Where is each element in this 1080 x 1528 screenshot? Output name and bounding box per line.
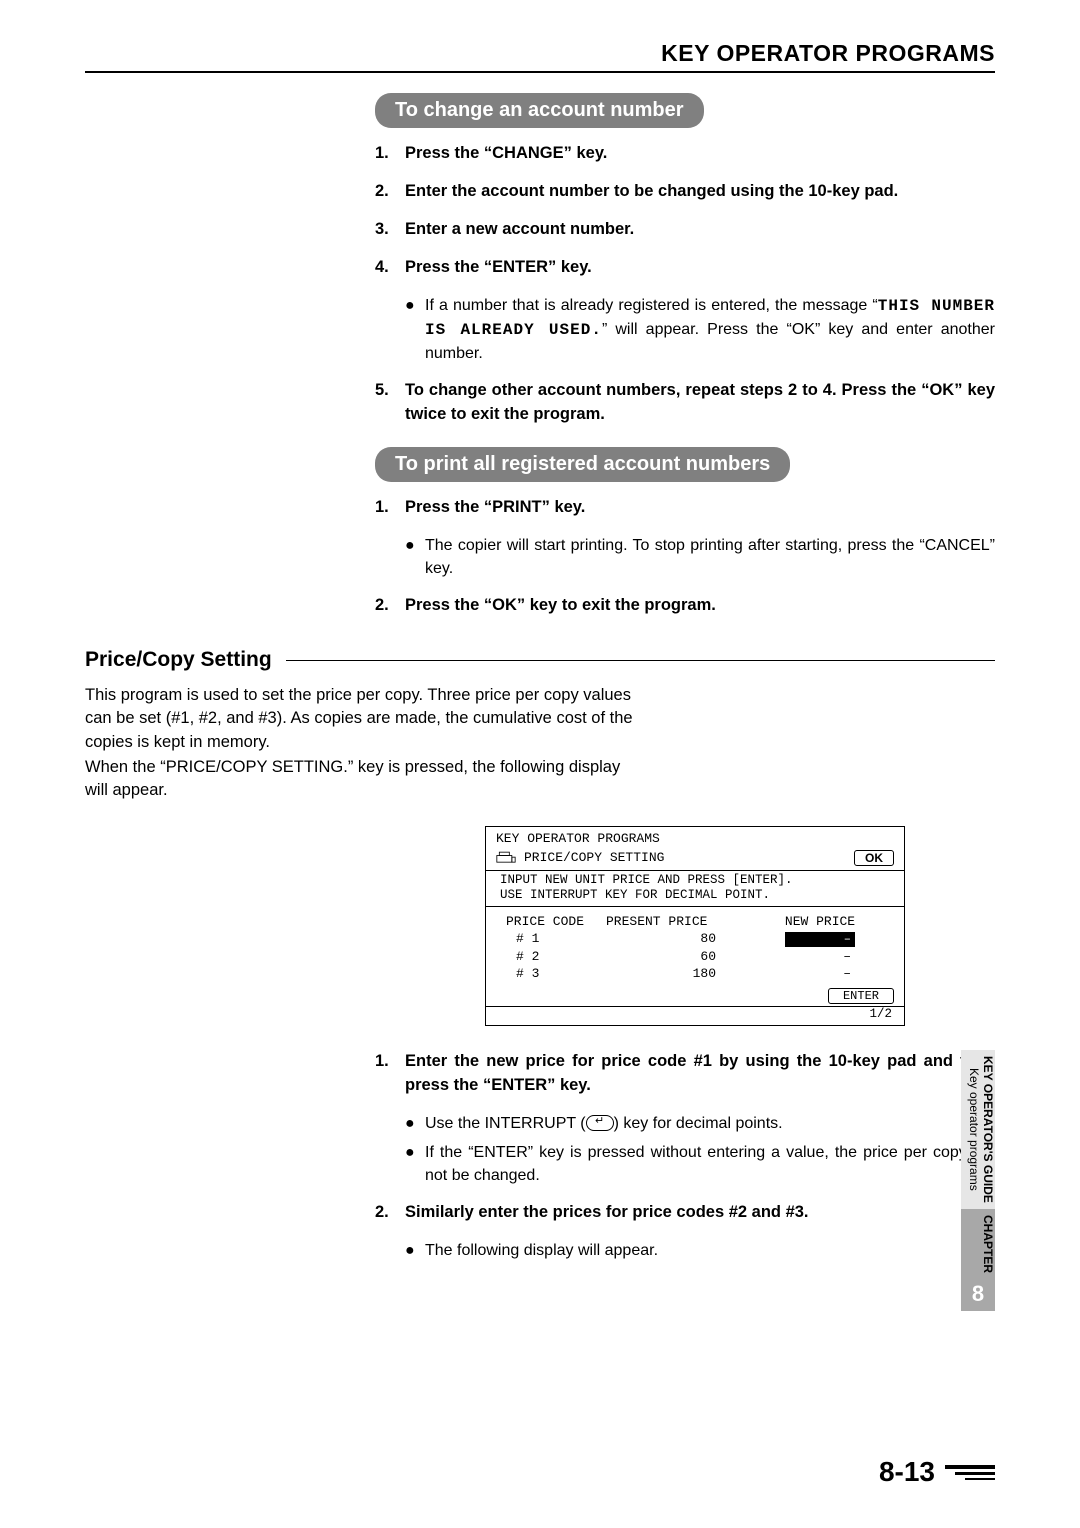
section-rule [286, 660, 995, 661]
bullet-text: The copier will start printing. To stop … [425, 534, 995, 580]
lcd-panel: KEY OPERATOR PROGRAMS PRICE/COPY SETTING… [485, 826, 905, 1026]
lcd-bottom-row: ENTER [486, 982, 904, 1006]
side-tab-segment: KEY OPERATOR'S GUIDE Key operator progra… [961, 1050, 995, 1209]
step-num: 1. [375, 142, 405, 166]
lcd-enter-button[interactable]: ENTER [828, 988, 894, 1004]
lcd-active-input[interactable]: – [785, 932, 855, 947]
bullet-dot: ● [405, 1112, 425, 1135]
lcd-cell: 60 [606, 949, 746, 964]
step-num: 1. [375, 1050, 405, 1098]
step-num: 2. [375, 180, 405, 204]
bullet-group: ●The following display will appear. [405, 1239, 995, 1262]
bullet-group: ●The copier will start printing. To stop… [405, 534, 995, 580]
interrupt-icon [586, 1115, 614, 1131]
lcd-cell: # 1 [496, 931, 606, 947]
step-num: 1. [375, 496, 405, 520]
lcd-header: KEY OPERATOR PROGRAMS [486, 827, 904, 848]
step-text: Press the “CHANGE” key. [405, 142, 995, 166]
lcd-cell: # 2 [496, 949, 606, 964]
lcd-cell: 180 [606, 966, 746, 981]
page-footer: 8-13 [879, 1456, 995, 1488]
step-text: Press the “PRINT” key. [405, 496, 995, 520]
bullet-text: If a number that is already registered i… [425, 294, 995, 366]
section-title: Price/Copy Setting [85, 648, 272, 672]
lcd-col-header: PRICE CODE [496, 914, 606, 929]
bullet-text: Use the INTERRUPT () key for decimal poi… [425, 1112, 995, 1135]
paragraph: This program is used to set the price pe… [85, 684, 645, 753]
step-text: Press the “OK” key to exit the program. [405, 594, 995, 618]
bullet-dot: ● [405, 294, 425, 366]
steps-change-account: 1.Press the “CHANGE” key. 2.Enter the ac… [375, 142, 995, 280]
footer-lines-icon [945, 1465, 995, 1480]
page-number: 8-13 [879, 1456, 935, 1488]
steps-print: 1.Press the “PRINT” key. [375, 496, 995, 520]
bullet-dot: ● [405, 1239, 425, 1262]
lcd-col-header: NEW PRICE [746, 914, 894, 929]
pill-change-account: To change an account number [375, 93, 704, 128]
side-tab-chapter-num: 8 [961, 1279, 995, 1311]
section-heading-row: Price/Copy Setting [85, 648, 995, 672]
step-text: Enter a new account number. [405, 218, 995, 242]
paragraph: When the “PRICE/COPY SETTING.” key is pr… [85, 756, 645, 802]
step-text: To change other account numbers, repeat … [405, 379, 995, 427]
lcd-table: PRICE CODE PRESENT PRICE NEW PRICE # 1 8… [486, 907, 904, 982]
step-num: 4. [375, 256, 405, 280]
step-text: Press the “ENTER” key. [405, 256, 995, 280]
step-text: Enter the new price for price code #1 by… [405, 1050, 995, 1098]
side-tab: KEY OPERATOR'S GUIDE Key operator progra… [961, 1050, 995, 1311]
step-num: 2. [375, 594, 405, 618]
step-num: 2. [375, 1201, 405, 1225]
bullet-group: ●If a number that is already registered … [405, 294, 995, 366]
lcd-title: PRICE/COPY SETTING [524, 850, 846, 865]
bullet-text: The following display will appear. [425, 1239, 995, 1262]
lcd-cell: 80 [606, 931, 746, 947]
steps-price-cont: 2.Similarly enter the prices for price c… [375, 1201, 995, 1225]
step-num: 5. [375, 379, 405, 427]
step-text: Similarly enter the prices for price cod… [405, 1201, 995, 1225]
side-tab-chapter: CHAPTER [961, 1209, 995, 1279]
lcd-col-header: PRESENT PRICE [606, 914, 746, 929]
steps-change-account-cont: 5.To change other account numbers, repea… [375, 379, 995, 427]
lcd-cell: # 3 [496, 966, 606, 981]
bullet-group: ●Use the INTERRUPT () key for decimal po… [405, 1112, 995, 1188]
lcd-cell: – [746, 949, 894, 964]
steps-price: 1.Enter the new price for price code #1 … [375, 1050, 995, 1098]
lcd-page-indicator: 1/2 [486, 1006, 904, 1025]
lcd-cell: – [746, 966, 894, 981]
lcd-instructions: INPUT NEW UNIT PRICE AND PRESS [ENTER]. … [486, 871, 904, 907]
lcd-ok-button[interactable]: OK [854, 850, 894, 866]
lcd-cell: – [746, 931, 894, 947]
bullet-dot: ● [405, 1141, 425, 1187]
step-text: Enter the account number to be changed u… [405, 180, 995, 204]
step-num: 3. [375, 218, 405, 242]
bullet-text: If the “ENTER” key is pressed without en… [425, 1141, 995, 1187]
lcd-title-row: PRICE/COPY SETTING OK [486, 848, 904, 871]
page-header: KEY OPERATOR PROGRAMS [85, 40, 995, 73]
pill-print-accounts: To print all registered account numbers [375, 447, 790, 482]
copier-icon [496, 851, 516, 865]
bullet-dot: ● [405, 534, 425, 580]
steps-print-cont: 2.Press the “OK” key to exit the program… [375, 594, 995, 618]
